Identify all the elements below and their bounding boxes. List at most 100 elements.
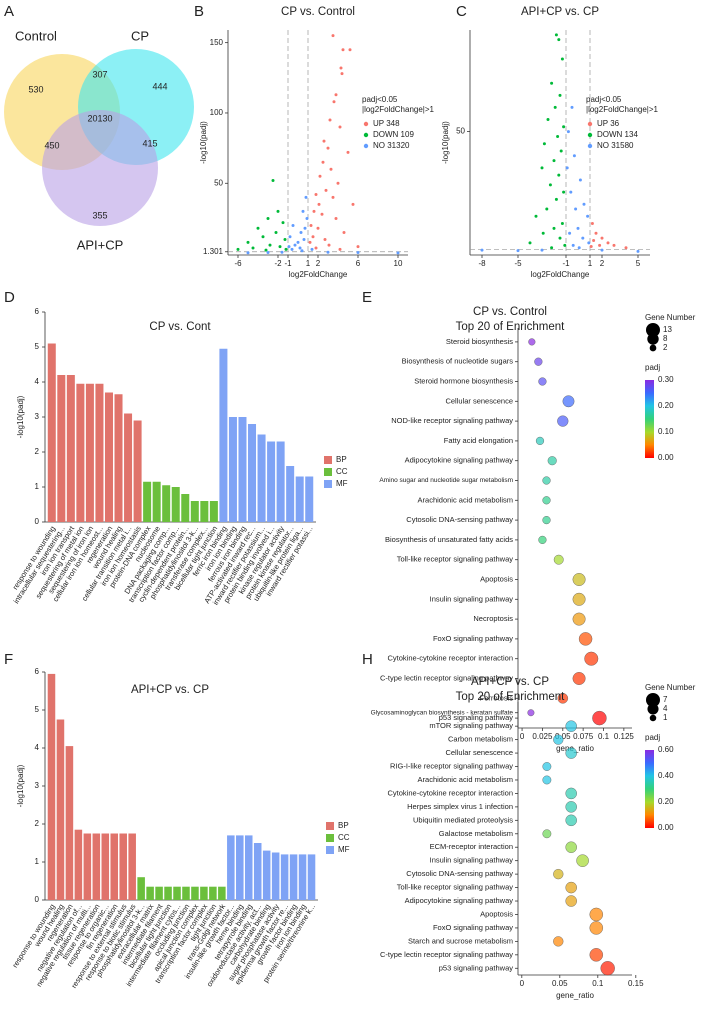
point [560, 222, 564, 226]
point [546, 118, 550, 122]
size-legend-mark [646, 693, 660, 707]
color-bar-label: 0.30 [658, 375, 674, 384]
point [582, 202, 586, 206]
panel-label: D [4, 289, 15, 306]
y-tick-label: Apoptosis [480, 909, 513, 918]
point [329, 167, 333, 171]
y-axis-label: -log10(padj) [16, 395, 25, 438]
legend-swatch [587, 143, 593, 149]
point [321, 160, 325, 164]
x-axis-label: log2FoldChange [289, 270, 348, 279]
venn-count: 355 [92, 210, 107, 220]
panel-label: C [456, 3, 467, 20]
bar [65, 746, 74, 900]
point [548, 183, 552, 187]
y-tick-label: 0 [35, 895, 40, 904]
venn-count: 444 [152, 81, 167, 91]
point [636, 249, 640, 253]
point [300, 249, 304, 253]
point [571, 243, 575, 247]
bubble [572, 573, 586, 586]
y-tick-label: FoxO signaling pathway [433, 923, 513, 932]
point [342, 231, 346, 234]
bubble [589, 921, 604, 935]
point [261, 235, 265, 239]
legend-title: padj<0.05 [586, 95, 622, 104]
point [587, 241, 591, 245]
y-tick-label: Cytokine-cytokine receptor interaction [388, 654, 513, 663]
x-tick-label: -1 [562, 259, 570, 268]
point [271, 178, 275, 182]
bar [276, 441, 285, 522]
point [574, 207, 578, 211]
legend-label: DOWN 134 [597, 130, 638, 139]
bar [85, 383, 94, 522]
point [568, 231, 572, 235]
panel-label: E [362, 289, 372, 306]
bar [182, 886, 190, 900]
venn-count: 307 [92, 69, 107, 79]
point [534, 214, 538, 218]
point [293, 243, 297, 247]
x-tick-label: 2 [600, 259, 605, 268]
bubble [578, 632, 593, 646]
bar [124, 413, 133, 522]
bubble [600, 961, 615, 976]
bubble [553, 554, 564, 565]
point [559, 149, 563, 153]
panel-label: A [4, 3, 14, 20]
x-tick-label: 0.025 [532, 732, 553, 741]
color-bar-label: 0.00 [658, 453, 674, 462]
point [326, 250, 330, 254]
point [553, 105, 557, 109]
x-tick-label: 2 [316, 259, 321, 268]
bar [146, 886, 154, 900]
point [396, 251, 400, 255]
y-tick-label: 0 [35, 517, 40, 526]
x-tick-label: 6 [356, 259, 361, 268]
point [251, 246, 255, 250]
bar [83, 833, 92, 900]
x-axis-label: log2FoldChange [531, 270, 590, 279]
point [556, 134, 560, 138]
bubble [572, 592, 586, 606]
point [236, 247, 240, 251]
bubble [576, 854, 589, 867]
size-legend-label: 2 [663, 343, 668, 352]
bar [47, 343, 56, 522]
point [569, 190, 573, 194]
point [624, 246, 628, 250]
bar [181, 494, 190, 522]
x-axis-label: gene_ratio [556, 991, 594, 1000]
point [341, 48, 345, 52]
size-legend-label: 8 [663, 334, 668, 343]
legend-swatch [324, 456, 332, 464]
bar [173, 886, 181, 900]
point [541, 231, 545, 235]
chart-title: CP vs. Control [281, 6, 355, 18]
point [305, 216, 309, 220]
point [594, 231, 598, 235]
bar [248, 424, 257, 522]
point [336, 181, 340, 185]
legend-title: |log2FoldChange|>1 [586, 105, 659, 114]
chart-title: API+CP vs. CP [521, 6, 599, 18]
bubble [542, 476, 551, 485]
point [545, 207, 549, 211]
bar [74, 829, 83, 900]
legend-swatch [363, 143, 369, 149]
x-tick-label: 5 [636, 259, 641, 268]
color-bar-label: 0.20 [658, 401, 674, 410]
bubble [565, 787, 577, 800]
x-tick-label: 0 [520, 979, 525, 988]
y-tick-label: C-type lectin receptor signaling pathway [380, 950, 513, 959]
point [266, 216, 270, 220]
size-legend-title: Gene Number [645, 683, 696, 692]
bubble [538, 377, 547, 386]
bar [262, 850, 271, 900]
x-tick-label: 1 [588, 259, 593, 268]
y-tick-label: NOD-like receptor signaling pathway [391, 416, 513, 425]
y-tick-label: 1 [35, 482, 40, 491]
bubble [565, 801, 577, 813]
